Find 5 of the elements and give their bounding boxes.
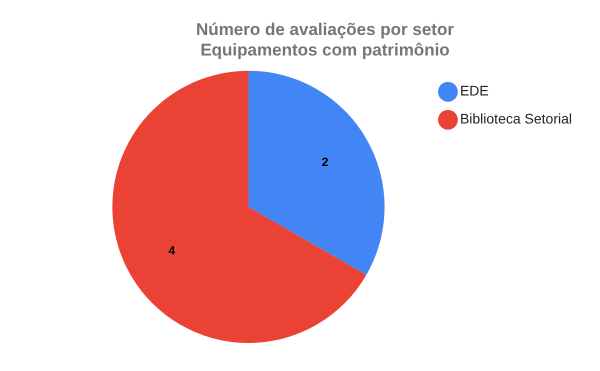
legend-label: Biblioteca Setorial [460, 110, 572, 127]
data-label: 4 [168, 243, 176, 258]
chart-title: Número de avaliações por setor Equipamentos com patrimônio [196, 20, 454, 60]
data-label: 2 [322, 154, 329, 169]
legend-label: EDE [460, 82, 489, 99]
